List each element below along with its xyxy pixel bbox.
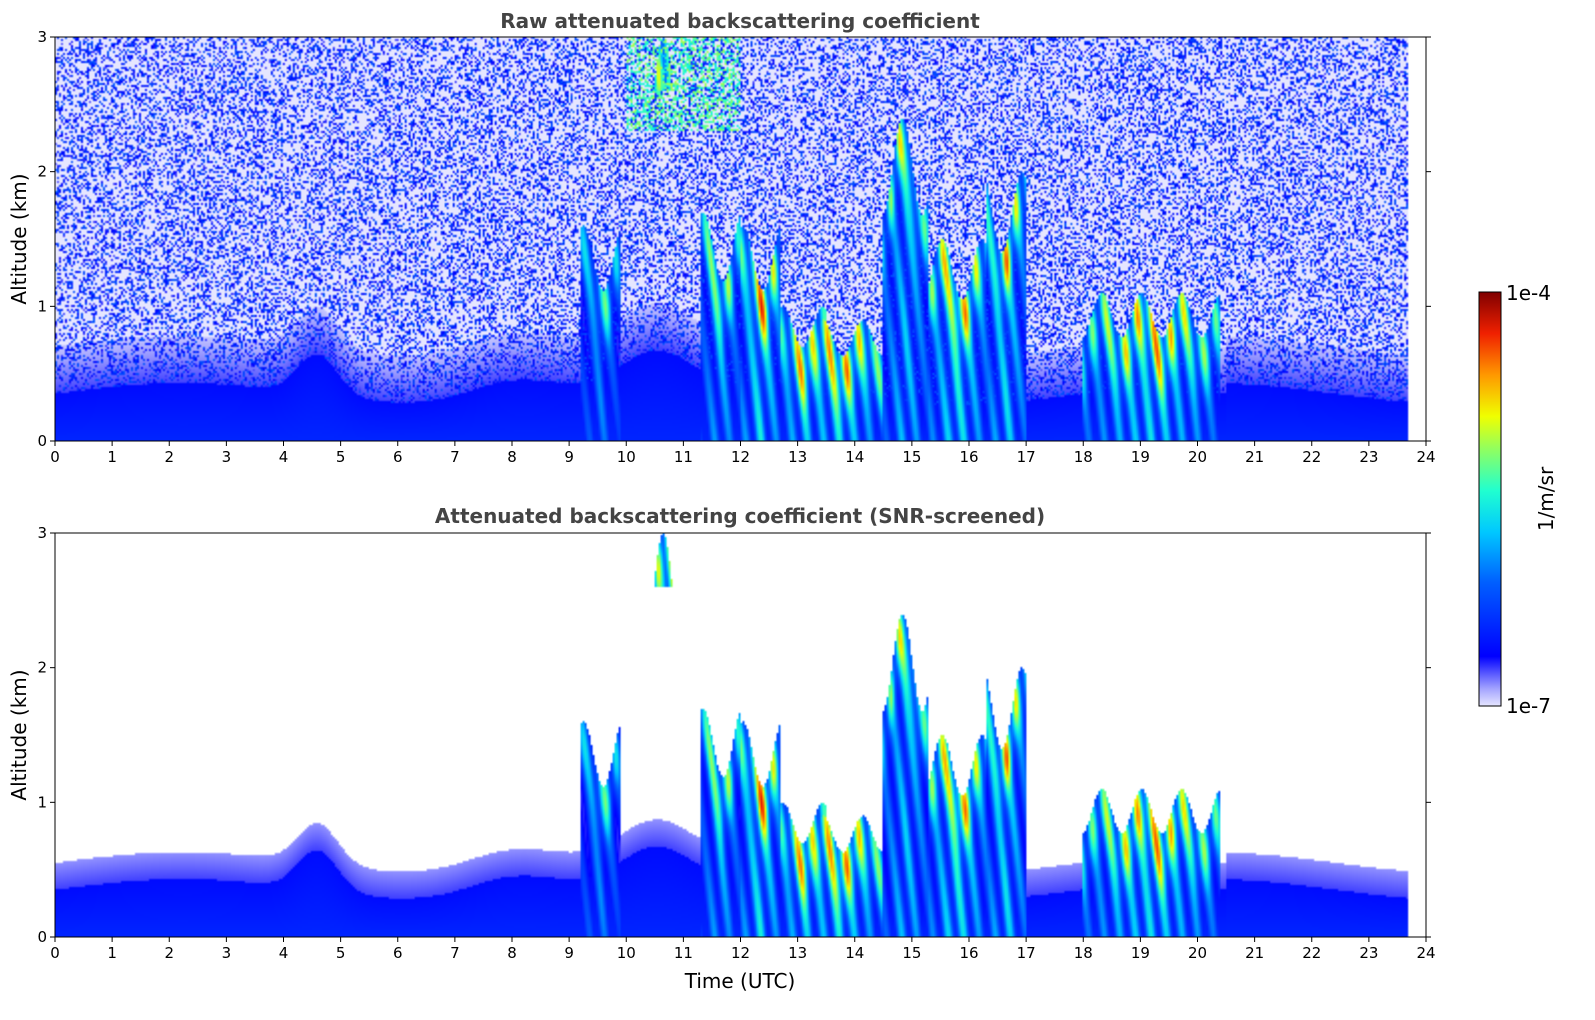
x-tick-label: 1 <box>107 448 117 466</box>
y-tick-label: 3 <box>37 28 47 46</box>
x-tick-label: 4 <box>279 448 289 466</box>
x-tick-label: 2 <box>164 944 174 962</box>
x-tick-label: 11 <box>674 448 693 466</box>
y-tick-label: 2 <box>37 163 47 181</box>
x-tick-label: 21 <box>1245 448 1264 466</box>
colorbar-gradient <box>1478 291 1502 707</box>
x-tick-label: 10 <box>617 448 636 466</box>
panel2-x-label: Time (UTC) <box>684 969 796 993</box>
panel2-y-ticks: 0 1 2 3 <box>37 524 1431 946</box>
panel2-title: Attenuated backscattering coefficient (S… <box>435 504 1045 528</box>
x-tick-label: 2 <box>164 448 174 466</box>
x-tick-label: 24 <box>1416 944 1435 962</box>
x-tick-label: 4 <box>279 944 289 962</box>
x-tick-label: 18 <box>1074 944 1093 962</box>
x-tick-label: 9 <box>564 448 574 466</box>
x-tick-label: 0 <box>50 944 60 962</box>
x-tick-label: 17 <box>1017 448 1036 466</box>
raw-backscatter-heatmap <box>55 37 1426 441</box>
x-tick-label: 10 <box>617 944 636 962</box>
x-tick-label: 14 <box>845 448 864 466</box>
x-tick-label: 7 <box>450 944 460 962</box>
colorbar-unit-label: 1/m/sr <box>1534 466 1558 531</box>
snr-screened-heatmap <box>55 533 1426 937</box>
panel1-y-label: Altitude (km) <box>7 173 31 304</box>
x-tick-label: 19 <box>1131 448 1150 466</box>
raw-backscatter-panel: Raw attenuated backscattering coefficien… <box>7 9 1436 466</box>
x-tick-label: 6 <box>393 448 403 466</box>
x-tick-label: 16 <box>959 448 978 466</box>
x-tick-label: 15 <box>902 944 921 962</box>
colorbar: 1e-4 1e-7 1/m/sr <box>1478 281 1558 718</box>
x-tick-label: 7 <box>450 448 460 466</box>
panel1-y-ticks: 0 1 2 3 <box>37 28 1431 450</box>
y-tick-label: 3 <box>37 524 47 542</box>
y-tick-label: 0 <box>37 928 47 946</box>
x-tick-label: 20 <box>1188 448 1207 466</box>
x-tick-label: 24 <box>1416 448 1435 466</box>
snr-screened-panel: Attenuated backscattering coefficient (S… <box>7 504 1436 993</box>
x-tick-label: 12 <box>731 944 750 962</box>
x-tick-label: 17 <box>1017 944 1036 962</box>
y-tick-label: 1 <box>37 297 47 315</box>
panel1-x-ticks: 0 1 2 3 4 5 6 7 8 9 10 11 12 13 14 15 16 17 18 19 20 21 22 23 24 <box>50 441 1436 466</box>
x-tick-label: 20 <box>1188 944 1207 962</box>
x-tick-label: 23 <box>1359 448 1378 466</box>
x-tick-label: 15 <box>902 448 921 466</box>
x-tick-label: 0 <box>50 448 60 466</box>
x-tick-label: 8 <box>507 944 517 962</box>
panel2-x-ticks: 0 1 2 3 4 5 6 7 8 9 10 11 12 13 14 15 16 17 18 19 20 21 22 23 24 <box>50 937 1436 962</box>
x-tick-label: 13 <box>788 944 807 962</box>
x-tick-label: 16 <box>959 944 978 962</box>
x-tick-label: 3 <box>222 448 232 466</box>
y-tick-label: 1 <box>37 793 47 811</box>
x-tick-label: 9 <box>564 944 574 962</box>
x-tick-label: 5 <box>336 448 346 466</box>
x-tick-label: 19 <box>1131 944 1150 962</box>
x-tick-label: 13 <box>788 448 807 466</box>
x-tick-label: 18 <box>1074 448 1093 466</box>
x-tick-label: 6 <box>393 944 403 962</box>
x-tick-label: 14 <box>845 944 864 962</box>
y-tick-label: 0 <box>37 432 47 450</box>
y-tick-label: 2 <box>37 659 47 677</box>
colorbar-max-label: 1e-4 <box>1506 281 1551 305</box>
x-tick-label: 22 <box>1302 944 1321 962</box>
x-tick-label: 22 <box>1302 448 1321 466</box>
x-tick-label: 11 <box>674 944 693 962</box>
panel2-y-label: Altitude (km) <box>7 669 31 800</box>
colorbar-min-label: 1e-7 <box>1506 694 1551 718</box>
x-tick-label: 21 <box>1245 944 1264 962</box>
x-tick-label: 12 <box>731 448 750 466</box>
x-tick-label: 5 <box>336 944 346 962</box>
x-tick-label: 8 <box>507 448 517 466</box>
panel1-title: Raw attenuated backscattering coefficien… <box>500 9 980 33</box>
x-tick-label: 3 <box>222 944 232 962</box>
x-tick-label: 23 <box>1359 944 1378 962</box>
x-tick-label: 1 <box>107 944 117 962</box>
